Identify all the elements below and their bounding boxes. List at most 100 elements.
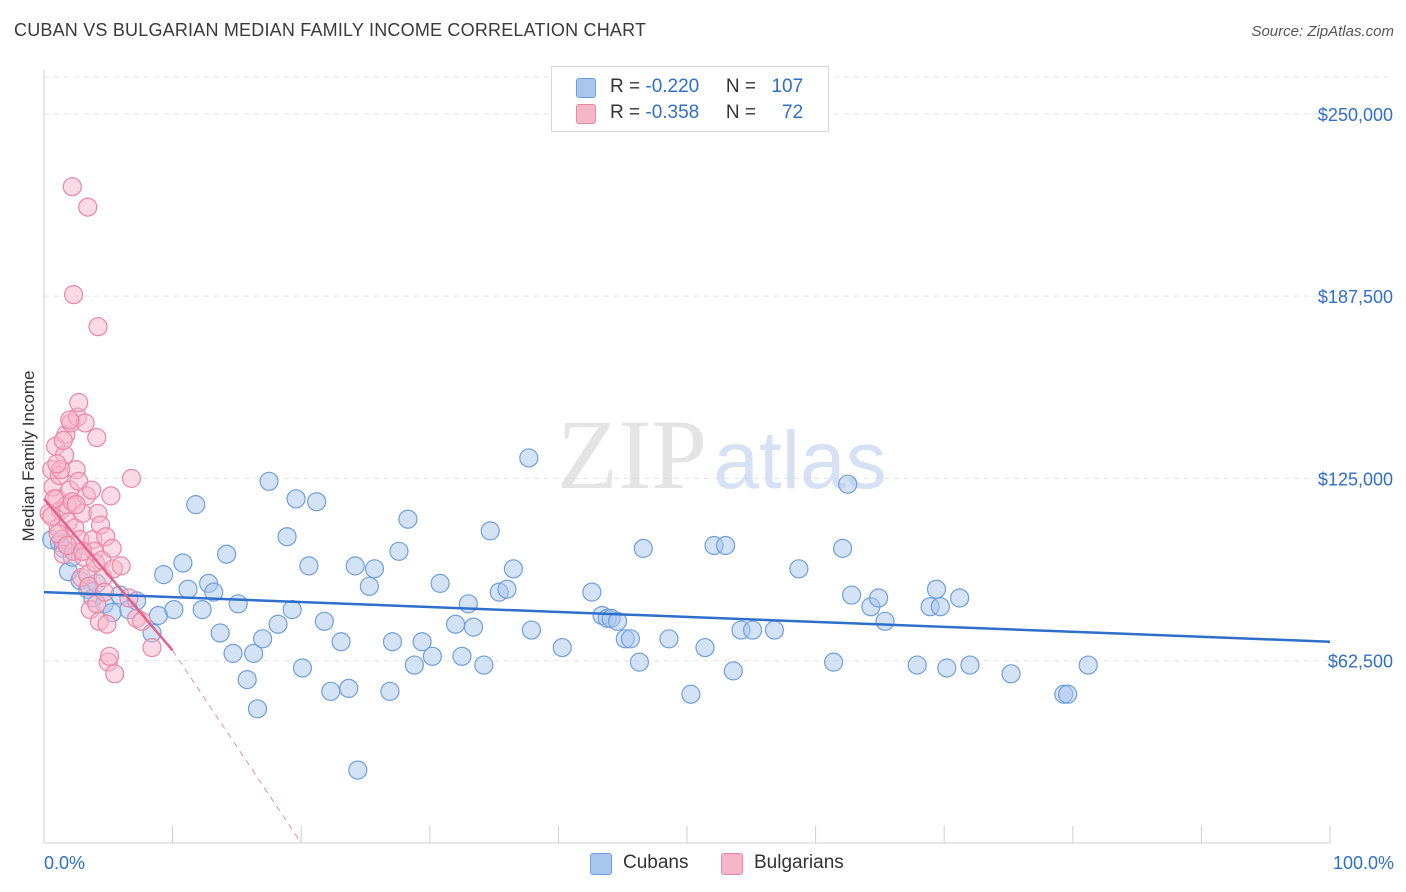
cuban-point (620, 629, 641, 649)
cuban-point (503, 559, 523, 579)
cuban-point (926, 579, 947, 599)
y-axis-title: Median Family Income (19, 370, 38, 541)
bulgarians-trend-extension (172, 650, 302, 844)
bulgarian-point (105, 664, 125, 684)
cuban-point (463, 617, 484, 637)
watermark-atlas: atlas (713, 415, 886, 506)
cuban-point (404, 655, 424, 675)
cuban-point (607, 611, 628, 631)
bulgarians-points (39, 177, 162, 684)
cuban-point (519, 448, 539, 468)
cubans-trend-line (43, 590, 1331, 643)
cuban-point (723, 661, 743, 681)
bulgarian-point (66, 495, 86, 515)
cuban-point (695, 637, 715, 658)
cuban-point (960, 655, 980, 675)
cuban-point (292, 658, 313, 678)
bulgarian-point (62, 177, 82, 197)
cuban-point (742, 620, 763, 640)
y-tick-label: $62,500 (1328, 652, 1393, 672)
bulgarian-point (142, 637, 162, 658)
cuban-point (458, 594, 478, 614)
cuban-point (497, 579, 517, 599)
cuban-point (389, 541, 409, 561)
cuban-point (633, 538, 653, 558)
cuban-point (259, 471, 279, 491)
series-swatch-cubans (590, 853, 612, 875)
bulgarian-point (102, 538, 122, 558)
bulgarian-point (81, 480, 102, 500)
cuban-point (552, 637, 572, 658)
legend-n-value: 72 (782, 102, 804, 123)
bulgarian-point (99, 646, 120, 666)
bulgarian-point (78, 197, 98, 217)
cuban-point (247, 699, 268, 719)
bulgarian-point (88, 317, 108, 337)
bulgarians-trend-line (43, 497, 174, 652)
cuban-point (842, 585, 862, 605)
cuban-point (681, 684, 701, 704)
cuban-point (875, 611, 895, 631)
cuban-point (345, 556, 365, 576)
y-tick-label: $250,000 (1318, 105, 1393, 125)
legend-r-label: R = (610, 102, 646, 123)
cuban-point (228, 594, 248, 614)
cuban-point (398, 509, 418, 529)
cuban-point (1078, 655, 1098, 675)
cuban-point (364, 559, 385, 579)
cuban-point (299, 556, 319, 576)
cuban-point (192, 600, 212, 620)
cuban-point (314, 611, 334, 631)
cuban-point (430, 573, 450, 593)
legend-r-value: -0.220 (645, 76, 700, 97)
cuban-point (764, 620, 785, 640)
cuban-point (474, 655, 494, 675)
bulgarian-point (60, 410, 80, 430)
cuban-point (178, 579, 198, 599)
cuban-point (380, 681, 400, 701)
cuban-point (937, 658, 957, 678)
cuban-point (930, 597, 950, 617)
cuban-point (412, 632, 432, 652)
cuban-point (282, 600, 302, 620)
series-swatch-bulgarians (721, 853, 743, 875)
cuban-point (286, 489, 306, 509)
cuban-point (253, 629, 273, 649)
cuban-point (1001, 664, 1021, 684)
cuban-point (629, 652, 650, 672)
cuban-point (833, 538, 853, 558)
y-tick-label: $187,500 (1318, 287, 1393, 307)
bulgarian-point (87, 427, 107, 448)
legend-r-value: -0.358 (645, 102, 700, 123)
cuban-point (422, 646, 442, 666)
cuban-point (950, 588, 970, 608)
cuban-point (382, 632, 403, 652)
source-credit: Source: ZipAtlas.com (1251, 23, 1394, 40)
cuban-point (277, 527, 297, 547)
correlation-legend: R = -0.220 N = 107 R = -0.358 N = 72 (551, 66, 829, 132)
axis-labels: $62,500 $125,000 $187,500 $250,000 0.0% 100.0… (19, 105, 1394, 873)
cuban-point (217, 544, 237, 564)
cuban-point (1058, 684, 1078, 704)
cubans-points (42, 448, 1098, 780)
cuban-point (824, 652, 844, 672)
bulgarian-point (111, 556, 131, 576)
bulgarian-point (97, 614, 117, 634)
cuban-point (521, 620, 541, 640)
legend-r-label: R = (610, 76, 646, 97)
trend-lines (43, 497, 1331, 844)
legend-swatch-bulgarians (576, 104, 596, 124)
cuban-point (331, 632, 351, 652)
cuban-point (659, 629, 679, 649)
cuban-point (307, 492, 327, 512)
chart-title: CUBAN VS BULGARIAN MEDIAN FAMILY INCOME … (14, 20, 647, 40)
x-tick-label: 100.0% (1333, 853, 1394, 873)
cuban-point (359, 576, 379, 596)
x-tick-label: 0.0% (44, 853, 85, 873)
bulgarian-point (121, 468, 142, 488)
cuban-point (582, 582, 602, 602)
legend-n-value: 107 (771, 76, 804, 97)
cuban-point (789, 559, 809, 579)
series-label-bulgarians: Bulgarians (754, 852, 844, 873)
cuban-point (237, 670, 257, 690)
